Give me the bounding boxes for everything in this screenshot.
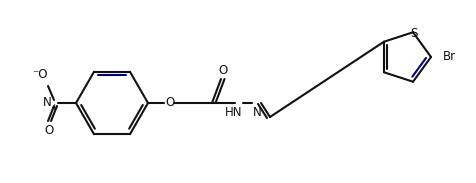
Text: +: + xyxy=(50,104,58,113)
Text: S: S xyxy=(409,27,417,40)
Text: Br: Br xyxy=(442,51,455,64)
Text: O: O xyxy=(165,96,174,109)
Text: HN: HN xyxy=(225,106,242,119)
Text: N: N xyxy=(252,106,261,119)
Text: O: O xyxy=(44,124,53,137)
Text: N: N xyxy=(43,96,52,109)
Text: ⁻O: ⁻O xyxy=(32,68,48,81)
Text: O: O xyxy=(218,64,227,76)
